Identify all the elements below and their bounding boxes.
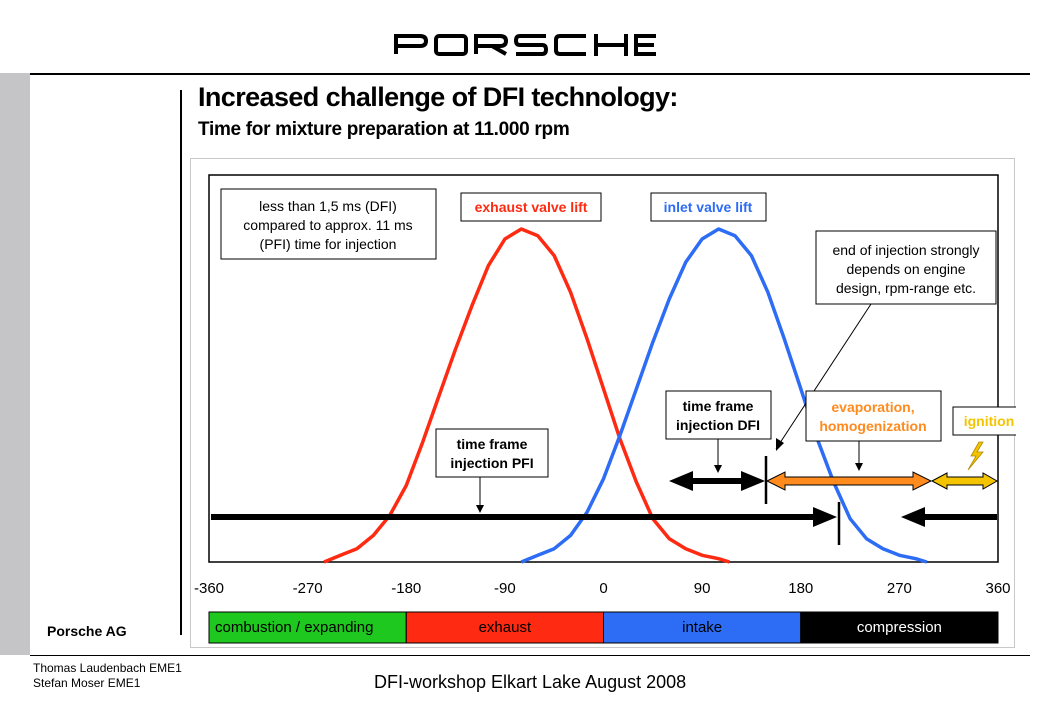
evaporation-pointer-head: [855, 463, 863, 471]
evaporation-box: [805, 390, 942, 442]
end-of-injection-pointer: [775, 303, 872, 450]
header-rule: [30, 73, 1030, 75]
dfi-frame-pointer-head: [714, 465, 722, 473]
ignition-label: ignition: [964, 413, 1015, 429]
end-of-injection-text-line-3: design, rpm-range etc.: [836, 280, 976, 296]
x-tick-label: -180: [391, 580, 421, 597]
dfi-arrow-head-left: [669, 471, 693, 491]
dfi-frame-box: [665, 390, 772, 440]
end-of-injection-text-line-1: end of injection strongly: [832, 242, 979, 258]
footer-rule: [30, 655, 1030, 656]
pfi-frame-text-line-1: time frame: [457, 436, 528, 452]
pfi-frame-box: [435, 428, 549, 478]
x-tick-label: -90: [494, 580, 516, 597]
chart-panel: -360 -270 -180 -90 0 90 180 270 360 less than 1,5…: [190, 158, 1016, 648]
x-tick-label: -270: [293, 580, 323, 597]
pfi-vs-dfi-text-line-1: less than 1,5 ms (DFI): [259, 198, 397, 214]
pfi-wrap-arrow-head: [901, 507, 925, 527]
ignition-arrow: [930, 472, 999, 490]
phase-segment: [208, 611, 407, 644]
dfi-frame-text-line-2: injection DFI: [676, 417, 760, 433]
author-1: Thomas Laudenbach EME1: [33, 661, 182, 675]
pfi-vs-dfi-text-line-3: (PFI) time for injection: [260, 236, 397, 252]
pfi-vs-dfi-text-line-2: compared to approx. 11 ms: [243, 217, 412, 233]
x-tick-label: 360: [985, 580, 1010, 597]
company-name: Porsche AG: [47, 623, 127, 639]
pfi-vs-dfi-box: [220, 188, 437, 260]
pfi-frame-text-line-2: injection PFI: [450, 455, 533, 471]
phase-label: compression: [857, 619, 942, 636]
exhaust-valve-lift-label: exhaust valve lift: [475, 199, 588, 215]
phase-segment: [800, 611, 999, 644]
x-tick-label: 270: [887, 580, 912, 597]
inlet-valve-lift-label: inlet valve lift: [664, 199, 753, 215]
slide-subtitle: Time for mixture preparation at 11.000 r…: [198, 119, 570, 140]
left-sidebar-bar: [0, 73, 30, 655]
inlet-valve-lift-line: [520, 227, 928, 564]
pfi-frame-pointer-head: [476, 505, 484, 513]
end-of-injection-box: [815, 230, 997, 305]
inlet-label-box: [650, 192, 767, 222]
phase-label: intake: [682, 619, 722, 636]
end-of-injection-text-line-2: depends on engine: [846, 261, 965, 277]
porsche-logo: [392, 30, 657, 58]
vertical-divider: [180, 90, 182, 635]
valve-lift-chart: -360 -270 -180 -90 0 90 180 270 360 less than 1,5…: [194, 174, 1016, 644]
slide-title: Increased challenge of DFI technology:: [198, 82, 678, 112]
phase-label: combustion / expanding: [215, 619, 373, 636]
footer-text: DFI-workshop Elkart Lake August 2008: [374, 672, 687, 692]
end-of-injection-pointer-head: [776, 438, 784, 451]
dfi-arrow-head-right: [741, 471, 765, 491]
evaporation-text-line-1: evaporation,: [831, 399, 914, 415]
exhaust-label-box: [460, 192, 602, 222]
phase-segment: [603, 611, 802, 644]
x-tick-label: 90: [694, 580, 711, 597]
x-tick-label: 0: [599, 580, 607, 597]
evaporation-text-line-2: homogenization: [819, 418, 926, 434]
pfi-arrow-head: [813, 507, 837, 527]
phase-label: exhaust: [479, 619, 532, 636]
x-tick-label: 180: [788, 580, 813, 597]
x-tick-label: -360: [194, 580, 224, 597]
phase-segment: [405, 611, 604, 644]
lightning-icon: [967, 441, 984, 471]
ignition-box: [952, 406, 1016, 436]
author-2: Stefan Moser EME1: [33, 676, 141, 690]
dfi-frame-text-line-1: time frame: [683, 398, 754, 414]
exhaust-valve-lift-line: [323, 227, 731, 564]
